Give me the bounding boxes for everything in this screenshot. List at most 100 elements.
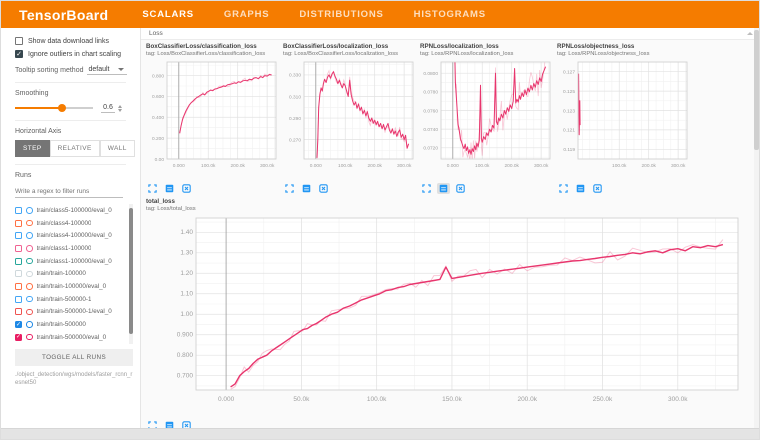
run-checkbox[interactable] bbox=[15, 270, 22, 278]
stepper-icons[interactable] bbox=[118, 104, 122, 112]
chart-plot[interactable]: 0.700 0.800 0.900 1.00 1.10 1.20 1.30 1.40 0.000… bbox=[146, 214, 746, 414]
tab-distributions[interactable]: DISTRIBUTIONS bbox=[299, 9, 384, 20]
divider bbox=[15, 120, 126, 121]
category-label: Loss bbox=[149, 30, 163, 37]
smoothing-value-input[interactable]: 0.6 bbox=[101, 103, 115, 113]
scalar-chart-card: BoxClassifierLoss/localization_loss tag: … bbox=[283, 43, 416, 194]
run-list-scrollbar[interactable] bbox=[129, 204, 133, 344]
svg-text:100.0k: 100.0k bbox=[367, 396, 387, 403]
run-color-circle[interactable] bbox=[26, 207, 33, 214]
svg-text:100.0k: 100.0k bbox=[338, 163, 353, 169]
chart-toolbar bbox=[420, 182, 553, 194]
svg-text:50.0k: 50.0k bbox=[293, 396, 310, 403]
toggle-y-axis-icon[interactable] bbox=[300, 183, 313, 194]
runs-label: Runs bbox=[15, 172, 32, 179]
toggle-y-axis-icon[interactable] bbox=[574, 183, 587, 194]
run-label: train/train-500000-1 bbox=[36, 295, 92, 303]
slider-thumb[interactable] bbox=[57, 104, 66, 112]
run-label: train/class5-100000/eval_0 bbox=[36, 206, 112, 214]
run-checkbox[interactable] bbox=[15, 282, 22, 290]
tooltip-sort-label: Tooltip sorting method bbox=[15, 66, 84, 74]
run-color-circle[interactable] bbox=[26, 270, 33, 278]
svg-text:0.600: 0.600 bbox=[152, 94, 164, 100]
smoothing-slider[interactable] bbox=[15, 104, 93, 112]
run-color-circle[interactable] bbox=[26, 295, 33, 303]
run-color-circle[interactable] bbox=[26, 219, 33, 227]
run-color-circle[interactable] bbox=[26, 333, 33, 341]
run-color-circle[interactable] bbox=[26, 283, 33, 290]
fit-domain-icon[interactable] bbox=[454, 183, 467, 194]
chart-plot[interactable]: 0.119 0.121 0.123 0.125 0.127 100.0k 200.0k 300… bbox=[557, 59, 690, 177]
axis-step-button[interactable]: STEP bbox=[15, 140, 50, 157]
horizontal-axis-section: Horizontal Axis STEP RELATIVE WALL bbox=[15, 128, 140, 157]
checkbox-icon[interactable] bbox=[15, 37, 23, 45]
tooltip-sort-select[interactable]: default bbox=[87, 65, 127, 75]
svg-text:1.00: 1.00 bbox=[180, 311, 193, 318]
run-checkbox[interactable]: ✓ bbox=[15, 333, 22, 341]
main-scrollbar[interactable] bbox=[754, 28, 759, 430]
run-checkbox[interactable] bbox=[15, 232, 22, 240]
fit-domain-icon[interactable] bbox=[317, 183, 330, 194]
expand-chart-icon[interactable] bbox=[146, 183, 159, 194]
expand-chart-icon[interactable] bbox=[420, 183, 433, 194]
run-list-item[interactable]: train/class4-100000/eval_0 bbox=[15, 229, 133, 242]
toggle-y-axis-icon[interactable] bbox=[163, 183, 176, 194]
fit-domain-icon[interactable] bbox=[180, 183, 193, 194]
run-list-item[interactable]: train/train-100000 bbox=[15, 267, 133, 280]
run-color-circle[interactable] bbox=[26, 232, 33, 239]
chart-tag: tag: Loss/RPNLoss/localization_loss bbox=[420, 50, 514, 57]
checkbox-icon[interactable]: ✓ bbox=[15, 50, 23, 58]
ignore-outliers-row[interactable]: ✓ Ignore outliers in chart scaling bbox=[15, 50, 140, 58]
horizontal-axis-label: Horizontal Axis bbox=[15, 128, 62, 135]
expand-chart-icon[interactable] bbox=[557, 183, 570, 194]
toggle-all-runs-button[interactable]: TOGGLE ALL RUNS bbox=[15, 349, 133, 366]
run-list-item[interactable]: train/class5-100000/eval_0 bbox=[15, 204, 133, 217]
run-list-item[interactable]: train/train-100000/eval_0 bbox=[15, 280, 133, 293]
run-checkbox[interactable] bbox=[15, 308, 22, 316]
toggle-y-axis-icon[interactable] bbox=[163, 420, 176, 431]
svg-text:0.123: 0.123 bbox=[563, 108, 575, 114]
tab-graphs[interactable]: GRAPHS bbox=[223, 9, 270, 20]
run-list-item[interactable]: train/class4-100000 bbox=[15, 217, 133, 230]
show-download-links-row[interactable]: Show data download links bbox=[15, 37, 140, 45]
run-checkbox[interactable] bbox=[15, 206, 22, 214]
chart-tag: tag: Loss/BoxClassifierLoss/localization… bbox=[283, 50, 399, 57]
chart-plot[interactable]: 0.00 0.200 0.400 0.600 0.800 0.000 100.0k 200.0… bbox=[146, 59, 279, 177]
run-color-circle[interactable] bbox=[26, 257, 33, 265]
tab-scalars[interactable]: SCALARS bbox=[142, 9, 194, 20]
tab-histograms[interactable]: HISTOGRAMS bbox=[413, 9, 486, 20]
collapse-chevron-icon[interactable] bbox=[747, 32, 753, 35]
run-list-item[interactable]: ✓ train/train-500000 bbox=[15, 318, 133, 331]
footer-strip bbox=[1, 428, 759, 439]
run-checkbox[interactable] bbox=[15, 219, 22, 227]
run-list-item[interactable]: train/class1-100000/eval_0 bbox=[15, 255, 133, 268]
axis-button-group: STEP RELATIVE WALL bbox=[15, 140, 140, 157]
svg-text:0.400: 0.400 bbox=[152, 115, 164, 121]
run-filter-input[interactable] bbox=[15, 186, 123, 198]
run-list-item[interactable]: train/train-500000-1/eval_0 bbox=[15, 306, 133, 319]
toggle-y-axis-icon[interactable] bbox=[437, 182, 450, 194]
fit-domain-icon[interactable] bbox=[591, 183, 604, 194]
run-checkbox[interactable]: ✓ bbox=[15, 321, 22, 329]
run-color-circle[interactable] bbox=[26, 245, 33, 252]
run-color-circle[interactable] bbox=[26, 321, 33, 328]
svg-text:0.000: 0.000 bbox=[447, 163, 459, 169]
expand-chart-icon[interactable] bbox=[283, 183, 296, 194]
expand-chart-icon[interactable] bbox=[146, 420, 159, 431]
axis-wall-button[interactable]: WALL bbox=[99, 140, 135, 157]
run-checkbox[interactable] bbox=[15, 244, 22, 252]
run-list-item[interactable]: train/train-500000-1 bbox=[15, 293, 133, 306]
run-checkbox[interactable] bbox=[15, 257, 22, 265]
axis-relative-button[interactable]: RELATIVE bbox=[49, 140, 100, 157]
run-color-circle[interactable] bbox=[26, 308, 33, 316]
chart-plot[interactable]: 0.0720 0.0740 0.0760 0.0780 0.0800 0.000 100.0… bbox=[420, 59, 553, 177]
category-header[interactable]: Loss bbox=[141, 28, 759, 40]
checkbox-label: Ignore outliers in chart scaling bbox=[28, 50, 121, 58]
run-checkbox[interactable] bbox=[15, 295, 22, 303]
run-list-item[interactable]: ✓ train/train-500000/eval_0 bbox=[15, 331, 133, 344]
svg-text:200.0k: 200.0k bbox=[517, 396, 537, 403]
chart-plot[interactable]: 0.270 0.290 0.310 0.330 0.000 100.0k 200.0k 300… bbox=[283, 59, 416, 177]
svg-text:200.0k: 200.0k bbox=[230, 163, 245, 169]
app-title: TensorBoard bbox=[19, 6, 109, 23]
run-list-item[interactable]: train/class1-100000 bbox=[15, 242, 133, 255]
